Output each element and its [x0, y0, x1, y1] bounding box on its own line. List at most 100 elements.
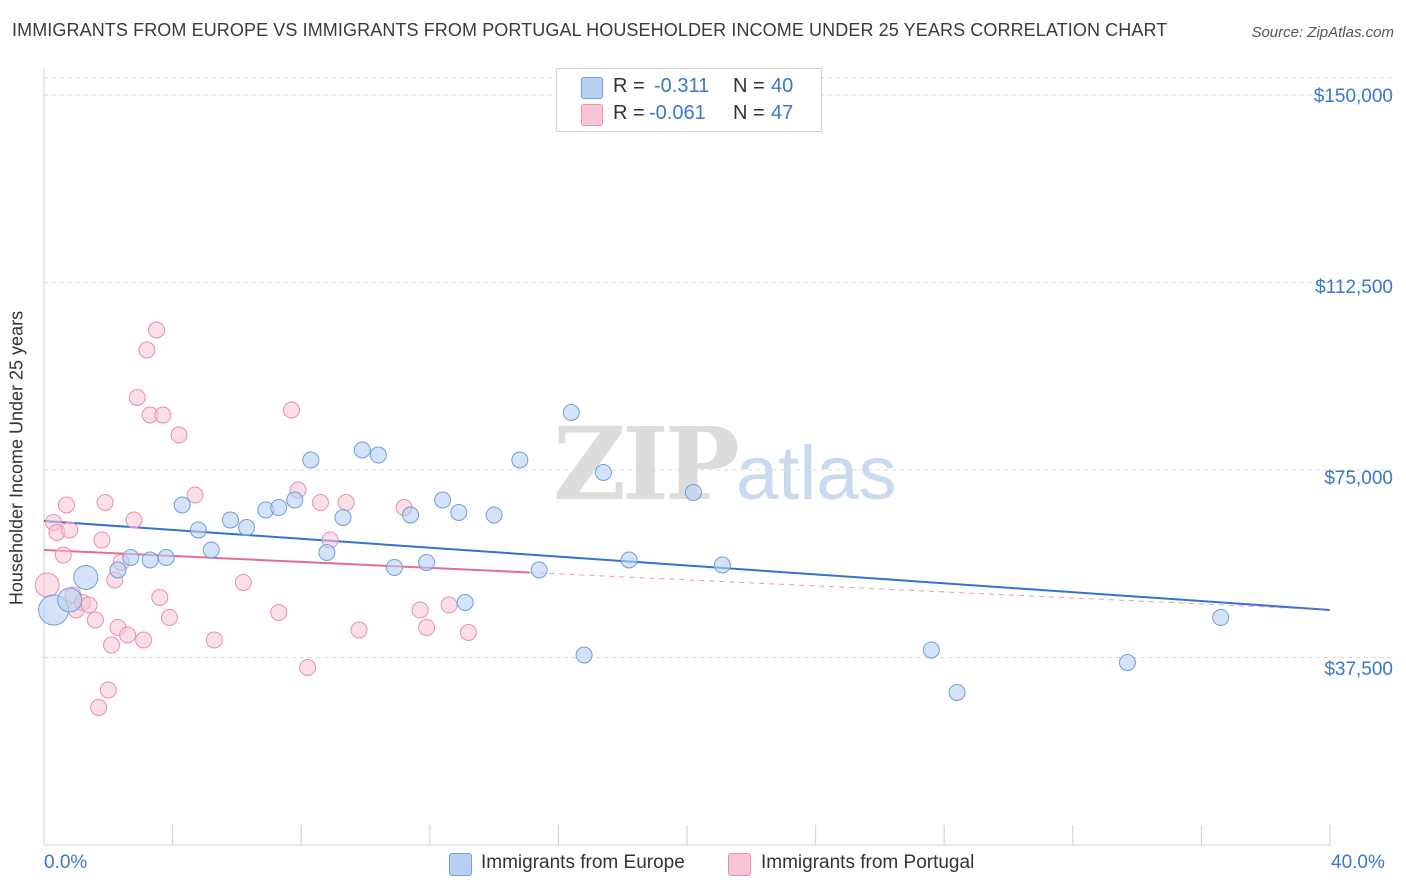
data-point-portugal	[270, 604, 288, 621]
data-point-europe	[141, 551, 159, 569]
data-point-europe	[334, 509, 352, 526]
data-point-portugal	[135, 631, 153, 649]
data-point-portugal	[311, 494, 329, 511]
data-point-europe	[434, 491, 452, 509]
chart-title: IMMIGRANTS FROM EUROPE VS IMMIGRANTS FRO…	[12, 20, 1168, 40]
data-point-portugal	[154, 406, 172, 424]
data-point-europe	[450, 504, 468, 521]
data-point-portugal	[170, 426, 188, 444]
data-point-europe	[57, 587, 83, 613]
data-point-portugal	[80, 596, 98, 614]
data-point-portugal	[234, 574, 252, 591]
data-point-portugal	[103, 636, 121, 654]
watermark-zip: ZIP	[553, 405, 740, 523]
data-point-europe	[173, 496, 191, 514]
data-point-portugal	[160, 609, 178, 626]
legend-swatch-europe	[581, 77, 603, 99]
data-point-portugal	[283, 401, 301, 419]
data-point-europe	[620, 551, 638, 569]
data-point-europe	[270, 499, 288, 516]
data-point-europe	[684, 484, 702, 501]
data-point-portugal	[86, 611, 104, 629]
data-point-portugal	[93, 531, 111, 549]
data-point-europe	[238, 519, 256, 536]
data-point-portugal	[138, 341, 156, 359]
data-point-europe	[511, 451, 529, 469]
data-point-portugal	[125, 511, 143, 529]
data-point-portugal	[205, 631, 223, 649]
data-point-europe	[456, 594, 474, 611]
data-point-portugal	[128, 389, 146, 406]
data-point-portugal	[350, 621, 368, 639]
data-point-portugal	[34, 572, 60, 598]
x-tick-label-min: 0.0%	[44, 852, 88, 873]
data-point-europe	[122, 549, 140, 566]
data-point-portugal	[119, 626, 137, 644]
data-point-europe	[530, 561, 548, 579]
data-point-europe	[202, 541, 220, 559]
y-tick-label-112500: $112,500	[1315, 277, 1393, 298]
axes	[43, 68, 1331, 846]
data-point-europe	[562, 404, 580, 421]
data-point-portugal	[418, 619, 436, 636]
data-point-portugal	[96, 494, 114, 511]
trend-line-europe	[43, 520, 1331, 611]
data-point-portugal	[337, 494, 355, 511]
data-point-portugal	[151, 589, 169, 606]
zipatlas-watermark: ZIPatlas	[553, 405, 897, 523]
data-point-portugal	[90, 699, 108, 716]
y-tick-label-37500: $37,500	[1324, 659, 1393, 680]
bottom-legend-label-portugal: Immigrants from Portugal	[761, 852, 975, 873]
legend-r-label: R =	[613, 75, 645, 97]
trend-line-europe	[43, 520, 1331, 611]
data-point-europe	[302, 451, 320, 469]
data-point-europe	[221, 511, 239, 529]
trend-line-portugal-dashed	[529, 572, 1331, 611]
data-point-europe	[1118, 654, 1136, 671]
data-point-europe	[353, 441, 371, 459]
data-point-europe	[109, 561, 127, 579]
data-point-europe	[318, 544, 336, 561]
source-label: Source: ZipAtlas.com	[1251, 24, 1394, 41]
correlation-legend: R = -0.311 N = 40 R = -0.061 N = 47	[556, 68, 822, 132]
data-point-portugal	[54, 546, 72, 564]
data-point-portugal	[61, 521, 79, 539]
bottom-legend-swatch-europe	[449, 853, 472, 876]
data-point-portugal	[411, 601, 429, 619]
data-point-portugal	[186, 486, 204, 504]
legend-r-value: -0.061	[649, 102, 706, 124]
y-tick-label-75000: $75,000	[1324, 468, 1393, 489]
y-tick-label-150000: $150,000	[1313, 86, 1393, 107]
bottom-legend-label-europe: Immigrants from Europe	[481, 852, 685, 873]
legend-r-label: R =	[613, 102, 645, 124]
data-point-europe	[485, 506, 503, 524]
data-point-europe	[157, 549, 175, 566]
legend-n-value: 40	[771, 75, 794, 97]
data-point-europe	[575, 646, 593, 664]
data-point-europe	[922, 641, 940, 659]
data-point-portugal	[148, 321, 166, 339]
data-point-portugal	[459, 624, 477, 641]
data-point-europe	[713, 556, 731, 574]
bottom-legend-portugal: Immigrants from Portugal	[728, 852, 998, 878]
legend-r-value: -0.311	[654, 75, 710, 97]
legend-n-value: 47	[771, 102, 794, 124]
y-axis-label: Householder Income Under 25 years	[6, 310, 27, 606]
data-point-europe	[73, 565, 99, 590]
points-europe	[38, 404, 1230, 701]
data-point-europe	[594, 464, 612, 481]
x-tick-label-max: 40.0%	[1331, 852, 1385, 873]
legend-n-label: N =	[733, 75, 765, 97]
data-point-europe	[369, 446, 387, 464]
data-point-europe	[402, 506, 420, 524]
data-point-portugal	[58, 496, 76, 514]
bottom-legend-europe: Immigrants from Europe	[449, 852, 709, 878]
legend-n-label: N =	[733, 102, 765, 124]
legend-swatch-portugal	[581, 104, 603, 126]
bottom-legend-swatch-portugal	[728, 853, 751, 876]
data-point-portugal	[299, 659, 317, 676]
data-point-portugal	[440, 596, 458, 614]
data-point-europe	[189, 521, 207, 539]
data-point-europe	[385, 559, 403, 576]
